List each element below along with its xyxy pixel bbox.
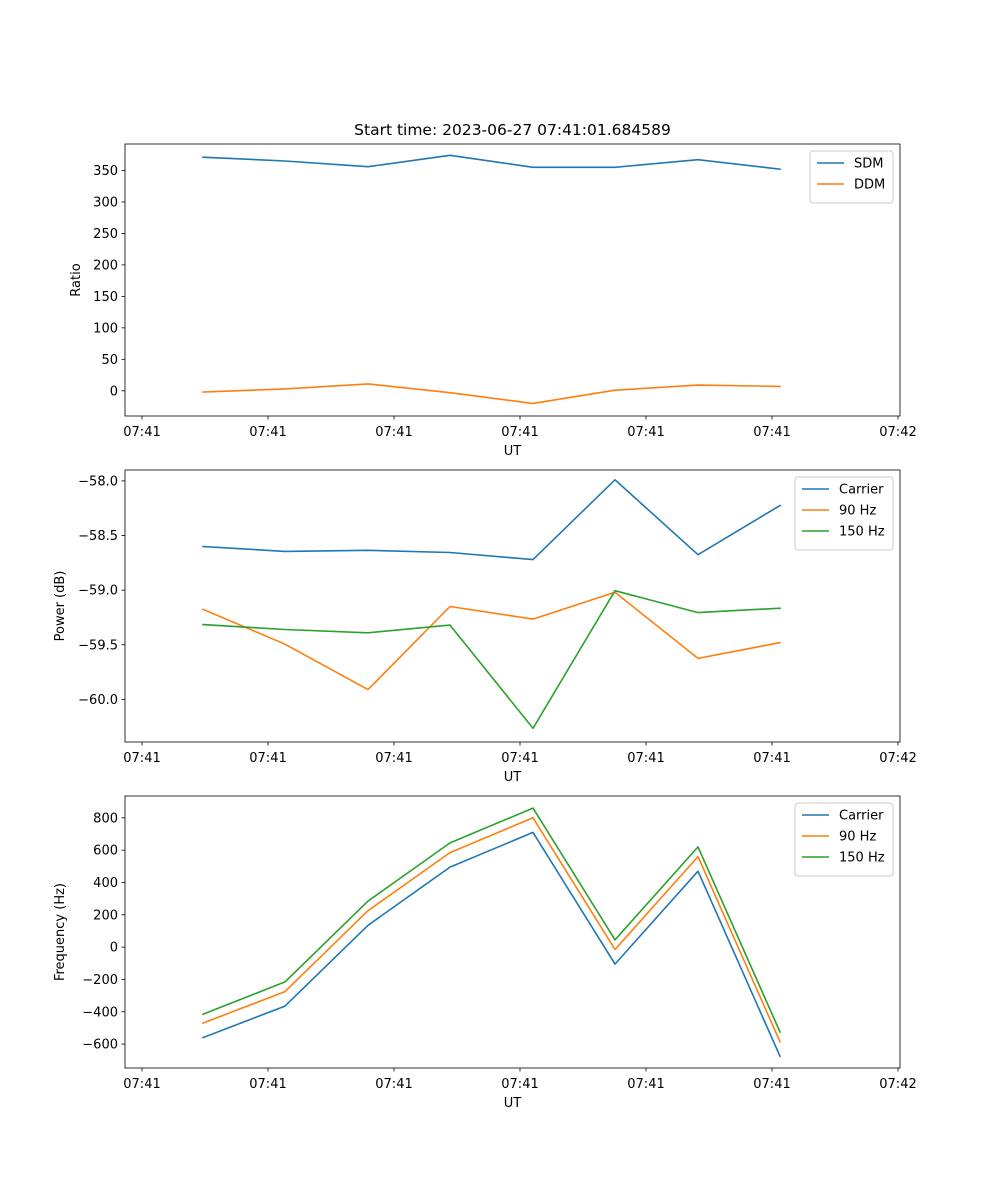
series-line-sdm: [202, 154, 781, 171]
plot-frame: [124, 143, 901, 417]
y-tick-label: 250: [93, 227, 118, 242]
x-tick-label: 07:41: [627, 1077, 664, 1092]
plot-frame: [124, 795, 901, 1069]
x-tick-label: 07:41: [249, 751, 286, 766]
series-line-90-hz: [201, 816, 782, 1043]
legend-label: Carrier: [839, 483, 884, 498]
y-tick-label: 600: [93, 844, 118, 859]
y-tick-label: −200: [82, 973, 118, 988]
y-axis-label: Frequency (Hz): [53, 883, 68, 981]
legend-label: Carrier: [839, 809, 884, 824]
legend-label: SDM: [854, 157, 883, 172]
x-tick-label: 07:41: [375, 1077, 412, 1092]
x-tick-label: 07:41: [753, 425, 790, 440]
y-tick-label: 0: [110, 384, 118, 399]
x-tick-label: 07:41: [501, 1077, 538, 1092]
chart-panel-2: −60.0 −59.5 −59.0 −58.5 −58.0 07:41 07:41 07:41…: [53, 469, 917, 785]
y-axis-label: Power (dB): [53, 571, 68, 642]
x-tick-label: 07:41: [753, 1077, 790, 1092]
series-line-carrier: [202, 478, 782, 561]
legend: Carrier 90 Hz 150 Hz: [794, 476, 894, 551]
y-tick-label: 150: [93, 290, 118, 305]
series-line-150-hz: [202, 589, 781, 730]
y-tick-label: −58.0: [78, 474, 118, 489]
x-tick-label: 07:41: [501, 751, 538, 766]
x-tick-label: 07:41: [375, 751, 412, 766]
y-tick-label: 200: [93, 258, 118, 273]
x-tick-label: 07:41: [123, 425, 160, 440]
y-tick-label: 350: [93, 164, 118, 179]
chart-title: Start time: 2023-06-27 07:41:01.684589: [354, 121, 671, 139]
x-axis-label: UT: [504, 444, 522, 459]
plot-frame: [124, 469, 901, 743]
x-tick-label: 07:42: [879, 425, 916, 440]
x-tick-label: 07:42: [879, 751, 916, 766]
x-tick-label: 07:41: [249, 1077, 286, 1092]
y-tick-label: 400: [93, 876, 118, 891]
x-tick-label: 07:42: [879, 1077, 916, 1092]
legend: SDM DDM: [809, 150, 894, 204]
y-tick-label: −59.5: [78, 638, 118, 653]
series-line-carrier: [201, 831, 782, 1058]
legend-label: 90 Hz: [839, 504, 876, 519]
y-tick-label: 800: [93, 811, 118, 826]
y-tick-label: 0: [110, 941, 118, 956]
x-tick-label: 07:41: [627, 425, 664, 440]
x-axis-label: UT: [504, 770, 522, 785]
legend-label: 150 Hz: [839, 525, 885, 540]
y-axis-label: Ratio: [69, 263, 84, 296]
legend-box: [809, 150, 894, 204]
series-line-150-hz: [201, 807, 782, 1034]
x-tick-label: 07:41: [249, 425, 286, 440]
chart-panel-3: −600 −400 −200 0 200 400 600 800 07:41 07:41 07:41…: [53, 795, 917, 1111]
x-tick-label: 07:41: [501, 425, 538, 440]
y-tick-label: −400: [82, 1005, 118, 1020]
x-axis-label: UT: [504, 1096, 522, 1111]
x-tick-label: 07:41: [627, 751, 664, 766]
y-tick-label: 200: [93, 908, 118, 923]
legend-label: 90 Hz: [839, 830, 876, 845]
series-line-90-hz: [201, 591, 781, 691]
y-tick-label: −59.0: [78, 584, 118, 599]
y-tick-label: −58.5: [78, 529, 118, 544]
y-tick-label: −600: [82, 1038, 118, 1053]
y-tick-label: 300: [93, 195, 118, 210]
x-tick-label: 07:41: [123, 751, 160, 766]
chart-panels: Start time: 2023-06-27 07:41:01.684589 0 5…: [53, 121, 917, 1111]
chart-panel-1: Start time: 2023-06-27 07:41:01.684589 0 5…: [69, 121, 917, 459]
y-tick-label: 100: [93, 321, 118, 336]
legend: Carrier 90 Hz 150 Hz: [794, 802, 894, 877]
x-tick-label: 07:41: [123, 1077, 160, 1092]
legend-label: 150 Hz: [839, 851, 885, 866]
legend-label: DDM: [854, 178, 885, 193]
y-tick-label: −60.0: [78, 693, 118, 708]
y-tick-label: 50: [101, 353, 118, 368]
series-line-ddm: [202, 383, 781, 405]
x-tick-label: 07:41: [375, 425, 412, 440]
x-tick-label: 07:41: [753, 751, 790, 766]
